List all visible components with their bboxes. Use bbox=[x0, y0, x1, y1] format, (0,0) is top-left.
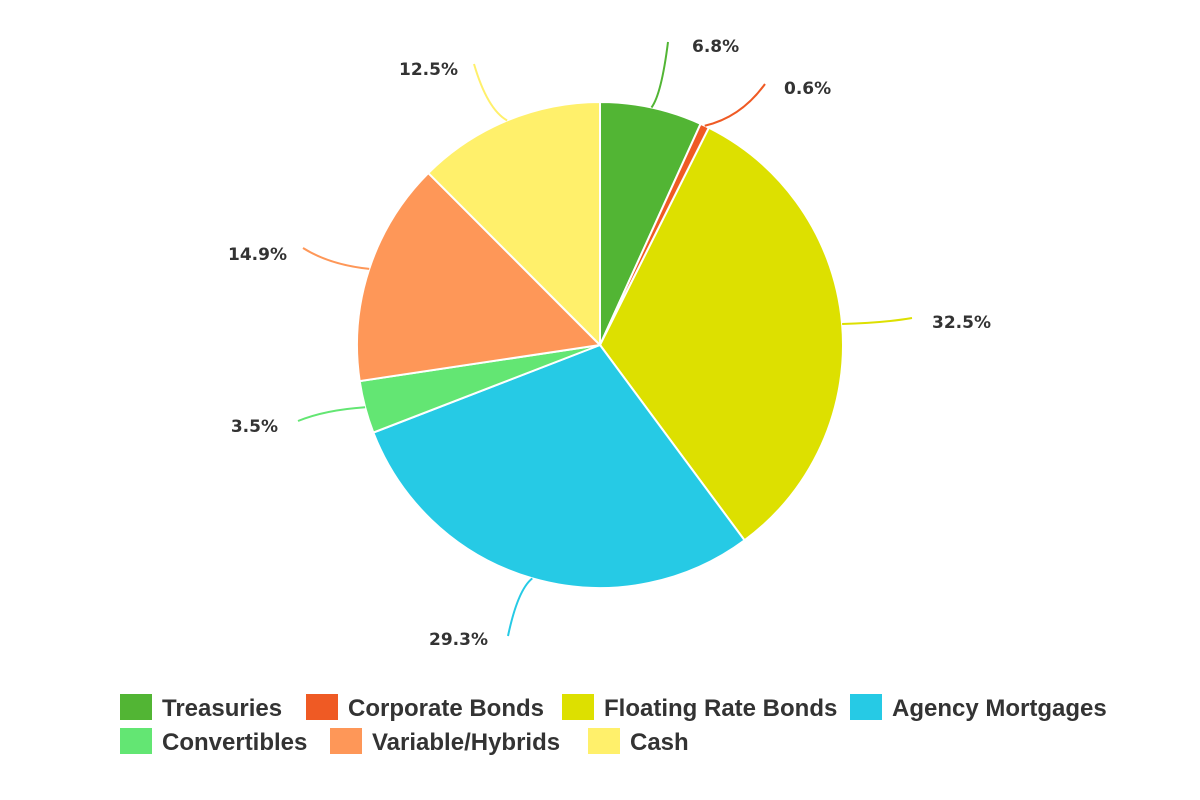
leader-lines bbox=[297, 41, 913, 637]
legend-label-corporate-bonds: Corporate Bonds bbox=[348, 695, 544, 722]
legend-item-variable-hybrids: Variable/Hybrids bbox=[330, 728, 560, 756]
slice-floating-rate-bonds bbox=[598, 126, 844, 542]
legend-label-agency-mortgages: Agency Mortgages bbox=[892, 695, 1107, 722]
leader-line-floating-rate-bonds bbox=[842, 317, 913, 326]
leader-line-convertibles bbox=[297, 406, 366, 422]
legend-item-floating-rate-bonds: Floating Rate Bonds bbox=[562, 694, 837, 722]
legend-item-treasuries: Treasuries bbox=[120, 694, 282, 722]
leader-line-corporate-bonds bbox=[704, 83, 766, 127]
leader-line-cash bbox=[473, 63, 508, 122]
legend: Treasuries Corporate Bonds Floating Rate B… bbox=[120, 694, 1107, 756]
legend-item-cash: Cash bbox=[588, 728, 689, 756]
legend-label-treasuries: Treasuries bbox=[162, 695, 282, 722]
legend-item-agency-mortgages: Agency Mortgages bbox=[850, 694, 1107, 722]
percent-label-floating-rate-bonds: 32.5% bbox=[932, 313, 991, 333]
percent-labels: 6.8% 0.6% 32.5% 29.3% 3.5% 14.9% 12.5% bbox=[228, 37, 991, 650]
legend-item-corporate-bonds: Corporate Bonds bbox=[306, 694, 544, 722]
pie-slices bbox=[356, 100, 844, 589]
percent-label-variable-hybrids: 14.9% bbox=[228, 245, 287, 265]
legend-swatch-floating-rate-bonds bbox=[562, 694, 594, 720]
legend-label-variable-hybrids: Variable/Hybrids bbox=[372, 729, 560, 756]
percent-label-convertibles: 3.5% bbox=[231, 417, 278, 437]
legend-label-cash: Cash bbox=[630, 729, 689, 756]
legend-swatch-treasuries bbox=[120, 694, 152, 720]
legend-label-floating-rate-bonds: Floating Rate Bonds bbox=[604, 695, 837, 722]
leader-line-treasuries bbox=[650, 41, 669, 109]
percent-label-treasuries: 6.8% bbox=[692, 37, 739, 57]
leader-line-agency-mortgages bbox=[507, 577, 533, 637]
percent-label-cash: 12.5% bbox=[399, 60, 458, 80]
percent-label-corporate-bonds: 0.6% bbox=[784, 79, 831, 99]
leader-line-variable-hybrids bbox=[302, 247, 370, 270]
legend-label-convertibles: Convertibles bbox=[162, 729, 307, 756]
slice-agency-mortgages bbox=[372, 343, 746, 589]
legend-swatch-cash bbox=[588, 728, 620, 754]
legend-swatch-corporate-bonds bbox=[306, 694, 338, 720]
percent-label-agency-mortgages: 29.3% bbox=[429, 630, 488, 650]
slice-cash bbox=[426, 100, 601, 348]
legend-swatch-variable-hybrids bbox=[330, 728, 362, 754]
legend-swatch-convertibles bbox=[120, 728, 152, 754]
legend-swatch-agency-mortgages bbox=[850, 694, 882, 720]
legend-item-convertibles: Convertibles bbox=[120, 728, 307, 756]
